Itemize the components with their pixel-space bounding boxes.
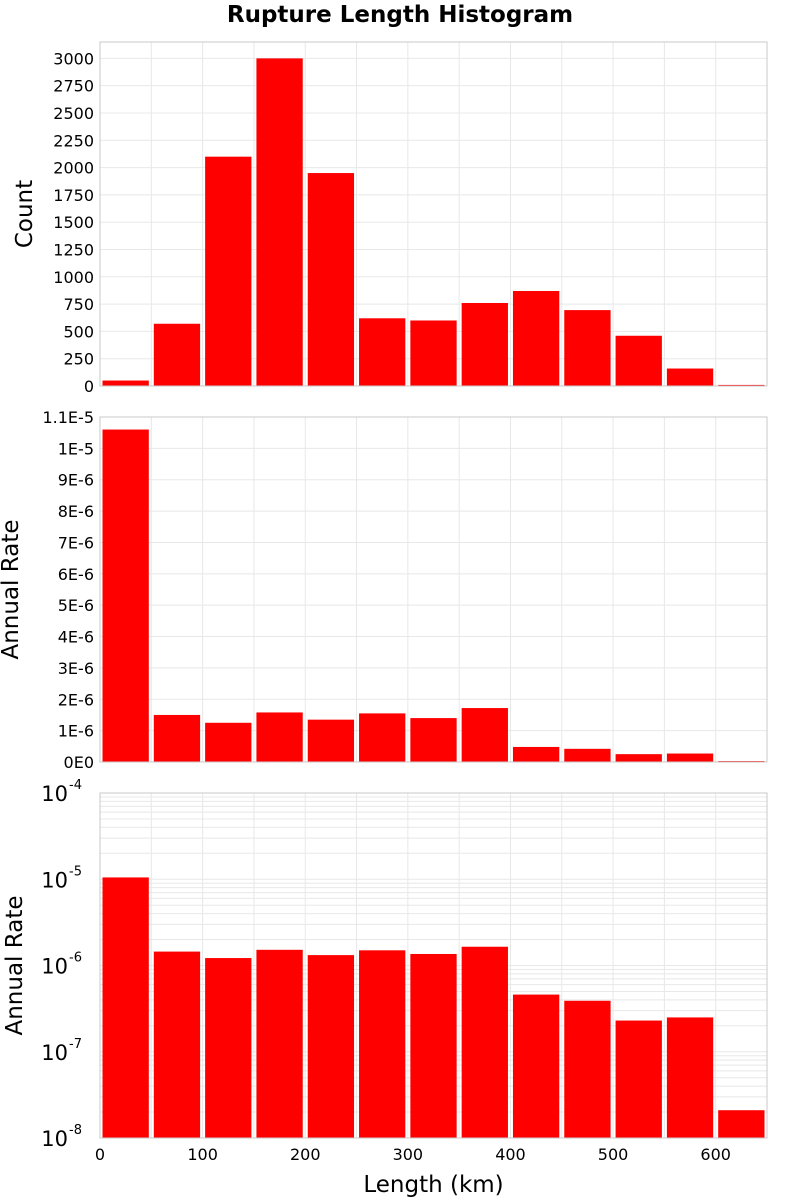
histogram-bar <box>359 713 406 762</box>
histogram-bar <box>461 708 508 762</box>
y-tick-label: 10 <box>41 782 68 806</box>
y-tick-label: 1500 <box>53 213 94 232</box>
y-tick-exponent: -4 <box>69 778 82 793</box>
histogram-bar <box>564 310 611 386</box>
y-tick-label: 9E-6 <box>58 471 94 490</box>
y-tick-label: 10 <box>41 1127 68 1151</box>
y-tick-label: 0E0 <box>64 753 94 772</box>
plot-frame <box>99 41 768 387</box>
x-tick-label: 200 <box>290 1145 321 1164</box>
histogram-bar <box>410 320 457 386</box>
y-tick-label: 1750 <box>53 186 94 205</box>
y-tick-label: 10 <box>41 868 68 892</box>
x-tick-label: 0 <box>95 1145 105 1164</box>
histogram-bar <box>718 1110 765 1138</box>
x-axis-label: Length (km) <box>363 1172 503 1198</box>
y-tick-label: 10 <box>41 955 68 979</box>
histogram-bar <box>359 950 406 1138</box>
histogram-bar <box>359 318 406 386</box>
y-axis-label: Count <box>12 180 38 248</box>
y-tick-label: 2000 <box>53 159 94 178</box>
histogram-bar <box>512 290 560 386</box>
y-tick-label: 3000 <box>53 49 94 68</box>
histogram-bar <box>461 303 508 386</box>
histogram-bar <box>307 955 355 1138</box>
histogram-bar <box>102 877 149 1138</box>
plot-frame <box>99 792 768 1139</box>
histogram-bar <box>718 384 765 386</box>
y-tick-label: 2500 <box>53 104 94 123</box>
chart-title: Rupture Length Histogram <box>226 2 574 28</box>
x-tick-label: 300 <box>393 1145 424 1164</box>
y-tick-label: 750 <box>63 295 94 314</box>
y-tick-label: 10 <box>41 1041 68 1065</box>
y-tick-label: 3E-6 <box>58 659 94 678</box>
rate-histogram-linear: 0E0 1E-6 2E-6 3E-6 4E-6 5E-6 6E-6 7E-6 8E-6 9E-6 1… <box>0 408 768 772</box>
histogram-bar <box>256 58 303 386</box>
histogram-bar <box>153 951 201 1138</box>
histogram-bar <box>666 368 714 386</box>
x-tick-label: 600 <box>700 1145 731 1164</box>
histogram-bar <box>205 958 252 1138</box>
histogram-bar <box>615 335 662 386</box>
count-histogram: 0 250 500 750 1000 1250 1500 1750 2000 2250 2500 27… <box>12 41 768 396</box>
histogram-bar <box>307 173 355 386</box>
histogram-bar <box>256 949 303 1138</box>
x-tick-label: 100 <box>187 1145 218 1164</box>
histogram-bar <box>153 714 201 762</box>
y-tick-exponent: -8 <box>69 1123 82 1138</box>
histogram-bar <box>102 380 149 386</box>
y-tick-label: 1250 <box>53 240 94 259</box>
histogram-bar <box>153 323 201 386</box>
y-tick-label: 1E-6 <box>58 722 94 741</box>
histogram-bar <box>666 1017 714 1138</box>
histogram-bar <box>615 754 662 762</box>
x-tick-label: 400 <box>495 1145 526 1164</box>
y-tick-label: 2E-6 <box>58 690 94 709</box>
histogram-bar <box>512 746 560 762</box>
y-axis-label: Annual Rate <box>0 520 24 660</box>
y-tick-exponent: -7 <box>69 1037 82 1052</box>
y-tick-label: 5E-6 <box>58 596 94 615</box>
histogram-bar <box>256 712 303 762</box>
y-tick-label: 2250 <box>53 131 94 150</box>
y-tick-label: 7E-6 <box>58 533 94 552</box>
histogram-bar <box>205 156 252 386</box>
y-tick-label: 0 <box>84 377 94 396</box>
y-tick-label: 4E-6 <box>58 628 94 647</box>
histogram-bar <box>615 1020 662 1138</box>
histogram-bar <box>410 953 457 1138</box>
y-tick-label: 1E-5 <box>58 439 94 458</box>
y-tick-label: 1000 <box>53 268 94 287</box>
y-tick-label: 2750 <box>53 77 94 96</box>
histogram-bar <box>564 1000 611 1138</box>
y-tick-label: 6E-6 <box>58 565 94 584</box>
y-tick-exponent: -5 <box>69 864 82 879</box>
y-tick-label: 8E-6 <box>58 502 94 521</box>
histogram-bar <box>102 429 149 762</box>
y-tick-exponent: -6 <box>69 951 82 966</box>
y-tick-label: 1.1E-5 <box>42 408 94 427</box>
plot-area <box>100 417 767 762</box>
histogram-bar <box>205 722 252 762</box>
histogram-bar <box>666 753 714 762</box>
y-tick-label: 500 <box>63 322 94 341</box>
histogram-bar <box>564 748 611 762</box>
y-axis-label: Annual Rate <box>2 896 28 1036</box>
histogram-bar <box>410 718 457 762</box>
y-tick-label: 250 <box>63 350 94 369</box>
histogram-bar <box>461 946 508 1138</box>
histogram-bar <box>307 719 355 762</box>
plot-frame <box>99 416 768 763</box>
x-tick-label: 500 <box>598 1145 629 1164</box>
histogram-bar <box>512 994 560 1138</box>
